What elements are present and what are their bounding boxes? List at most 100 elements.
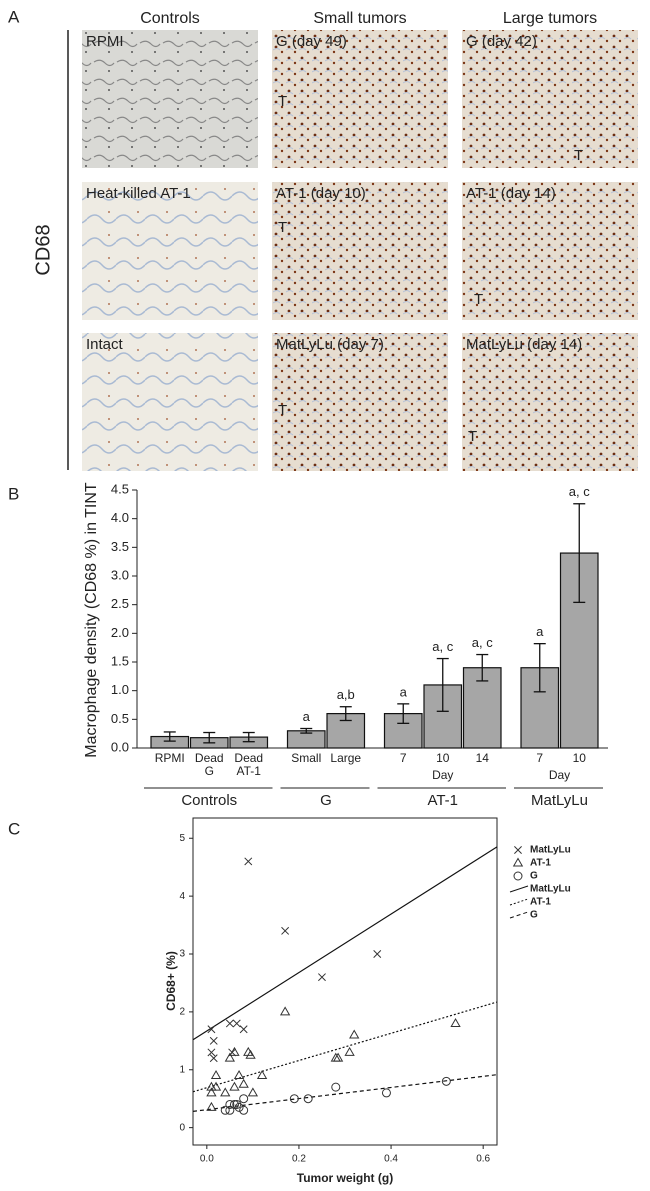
y-tick-label: 2.5 xyxy=(111,596,129,611)
image-label: AT-1 (day 14) xyxy=(466,185,556,202)
x-tick-label: 14 xyxy=(475,752,489,765)
y-tick-label: 1.5 xyxy=(111,653,129,668)
micrograph xyxy=(82,30,258,168)
point xyxy=(207,1048,216,1057)
legend-line xyxy=(509,898,529,906)
point xyxy=(220,1105,230,1115)
group-label: G xyxy=(320,792,332,809)
panel-label: A xyxy=(8,7,20,26)
point xyxy=(289,1094,299,1104)
row-label: CD68 xyxy=(32,224,54,275)
point xyxy=(238,1078,249,1088)
y-tick-label: 2.0 xyxy=(111,625,129,640)
micrograph xyxy=(82,182,258,320)
significance-label: a, c xyxy=(569,484,590,499)
point xyxy=(206,1087,217,1097)
point xyxy=(210,1070,222,1080)
column-header: Small tumors xyxy=(313,10,406,27)
x-tick-label: Small xyxy=(291,752,322,765)
image-label: RPMI xyxy=(86,33,124,50)
x-tick-label: 10 xyxy=(572,752,586,765)
point xyxy=(239,1105,249,1115)
image-label: MatLyLu (day 7) xyxy=(276,336,384,353)
category-label-box: RPMI xyxy=(154,752,185,765)
category-label-box: Dead AT-1 xyxy=(234,752,263,778)
point xyxy=(303,1094,313,1104)
image-label: Heat-killed AT-1 xyxy=(86,185,191,202)
y-tick-label: 3.0 xyxy=(111,567,129,582)
legend-label: G xyxy=(530,871,538,882)
x-tick-label: 7 xyxy=(536,752,544,765)
category-label-box: Large xyxy=(330,752,362,765)
point xyxy=(332,1052,344,1062)
micrograph xyxy=(272,30,448,168)
tumor-marker: T xyxy=(278,219,287,236)
group-sublabel: Day xyxy=(549,768,570,782)
x-axis-title: Tumor weight (g) xyxy=(297,1171,393,1185)
regression-line xyxy=(192,1001,498,1093)
column-header: Large tumors xyxy=(503,10,597,27)
point xyxy=(225,1019,234,1028)
category-label-box: Small xyxy=(291,752,322,765)
y-tick-label: 4.5 xyxy=(111,481,129,496)
point xyxy=(247,1087,259,1097)
y-tick-label: 1 xyxy=(179,1064,185,1075)
point xyxy=(234,1102,244,1112)
legend-marker xyxy=(512,857,524,867)
x-tick-label: 0.2 xyxy=(292,1154,306,1165)
point xyxy=(373,950,382,958)
category-label-box: 10 xyxy=(572,752,586,765)
tumor-marker: T xyxy=(468,428,477,445)
plot-frame xyxy=(192,817,498,1146)
point xyxy=(381,1088,391,1098)
tumor-marker: T xyxy=(278,93,287,110)
micrograph xyxy=(272,182,448,320)
significance-label: a, c xyxy=(472,635,493,650)
point xyxy=(229,1046,240,1056)
x-tick-label: 0.6 xyxy=(476,1154,490,1165)
y-axis-title: CD68+ (%) xyxy=(164,951,178,1011)
x-tick-label: Large xyxy=(330,752,362,765)
point xyxy=(331,1082,341,1092)
tumor-marker: T xyxy=(474,291,483,308)
panel-label: C xyxy=(8,819,20,838)
point xyxy=(232,1019,241,1028)
y-tick-label: 1.0 xyxy=(111,682,129,697)
x-tick-label: 0.0 xyxy=(200,1154,214,1165)
tumor-marker: T xyxy=(278,402,287,419)
significance-label: a xyxy=(536,624,544,639)
image-label: AT-1 (day 10) xyxy=(276,185,366,202)
point xyxy=(245,1049,256,1059)
point xyxy=(441,1076,451,1086)
group-sublabel: Day xyxy=(432,768,453,782)
point xyxy=(281,926,290,935)
point xyxy=(318,973,326,982)
regression-line xyxy=(192,846,498,1041)
point xyxy=(279,1006,291,1016)
point xyxy=(224,1052,236,1062)
group-label: AT-1 xyxy=(427,792,458,809)
y-tick-label: 0 xyxy=(179,1122,185,1133)
point xyxy=(239,1094,249,1104)
point xyxy=(239,1025,248,1034)
image-label: Intact xyxy=(86,336,124,353)
point xyxy=(225,1105,235,1115)
legend-line xyxy=(509,911,529,919)
y-tick-label: 5 xyxy=(179,833,185,844)
significance-label: a, c xyxy=(432,639,453,654)
y-tick-label: 2 xyxy=(179,1007,185,1018)
y-tick-label: 4.0 xyxy=(111,510,129,525)
y-axis-title: Macrophage density (CD68 %) in TINT xyxy=(83,482,100,758)
point xyxy=(344,1046,355,1056)
x-tick-label: RPMI xyxy=(154,752,185,765)
x-tick-label: 0.4 xyxy=(384,1154,398,1165)
micrograph xyxy=(82,333,258,471)
point xyxy=(209,1036,218,1045)
category-label-box: 14 xyxy=(475,752,489,765)
point xyxy=(256,1070,268,1080)
legend-marker xyxy=(514,846,522,854)
micrograph xyxy=(462,30,638,168)
category-label-box: Dead G xyxy=(195,752,224,778)
point xyxy=(207,1025,216,1034)
